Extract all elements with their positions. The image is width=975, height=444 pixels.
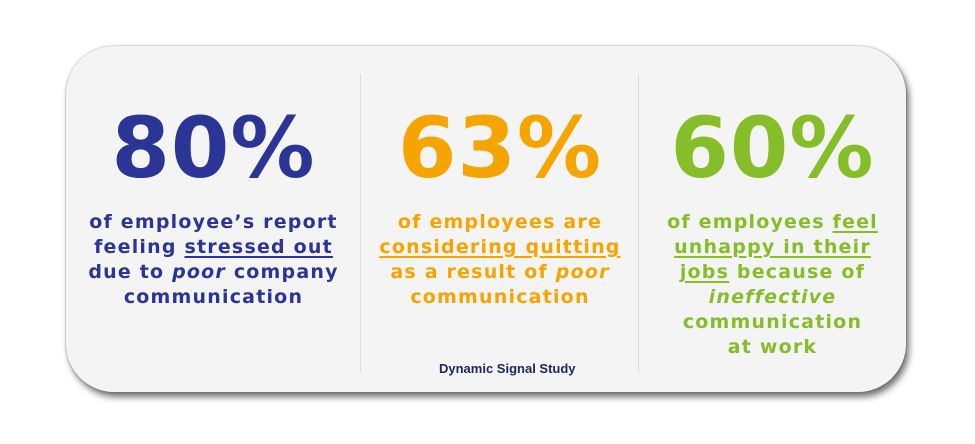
stat-value: 60% [670, 99, 875, 197]
stat-column-stressed: 80% of employee’s report feeling stresse… [66, 46, 361, 392]
description-line: communication [66, 285, 361, 310]
description-line: due to poor company [66, 260, 361, 285]
underlined-text: jobs [679, 261, 730, 283]
description-line: of employees feel [639, 210, 906, 235]
text-segment: company [226, 261, 339, 283]
text-segment: communication [410, 286, 590, 308]
description-line: communication [639, 310, 906, 335]
stat-description: of employees are considering quitting as… [361, 210, 639, 310]
text-segment: at work [727, 336, 818, 358]
description-line: as a result of poor [361, 260, 639, 285]
text-segment: feeling [94, 236, 185, 258]
stat-value: 63% [397, 99, 603, 197]
text-segment: due to [88, 261, 173, 283]
stat-description: of employees feel unhappy in their jobs … [639, 210, 906, 360]
description-line: unhappy in their [639, 235, 906, 260]
underlined-text: stressed out [184, 236, 333, 258]
italic-text: ineffective [708, 286, 837, 308]
text-segment: as a result of [390, 261, 556, 283]
description-line: of employees are [361, 210, 639, 235]
stat-column-unhappy: 60% of employees feel unhappy in their j… [639, 46, 906, 392]
text-segment: communication [123, 286, 304, 308]
column-divider [360, 74, 361, 372]
stat-value: 80% [111, 99, 316, 197]
stats-card: 80% of employee’s report feeling stresse… [66, 46, 906, 392]
description-line: ineffective [639, 285, 906, 310]
underlined-text: unhappy in their [674, 236, 871, 258]
description-line: at work [639, 335, 906, 360]
source-caption: Dynamic Signal Study [439, 361, 576, 376]
description-line: communication [361, 285, 639, 310]
text-segment: because of [729, 261, 866, 283]
text-segment: of employee’s report [89, 211, 338, 233]
column-divider [638, 74, 639, 372]
description-line: feeling stressed out [66, 235, 361, 260]
stat-column-quitting: 63% of employees are considering quittin… [361, 46, 639, 392]
underlined-text: considering quitting [379, 236, 621, 258]
description-line: of employee’s report [66, 210, 361, 235]
description-line: considering quitting [361, 235, 639, 260]
text-segment: of employees are [397, 211, 603, 233]
text-segment: of employees [667, 211, 833, 233]
italic-text: poor [172, 261, 226, 283]
underlined-text: feel [832, 211, 878, 233]
stat-description: of employee’s report feeling stressed ou… [66, 210, 361, 310]
description-line: jobs because of [639, 260, 906, 285]
italic-text: poor [555, 261, 610, 283]
text-segment: communication [682, 311, 863, 333]
